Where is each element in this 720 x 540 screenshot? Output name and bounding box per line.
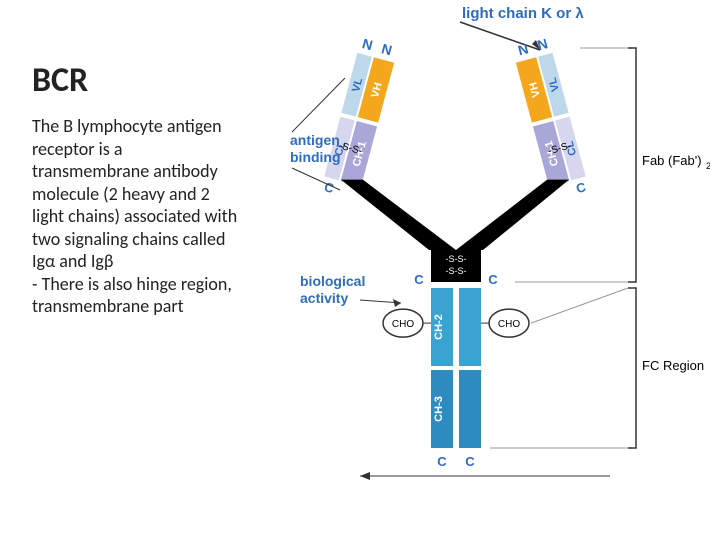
svg-text:CHO: CHO	[392, 319, 414, 330]
svg-text:binding: binding	[290, 149, 341, 165]
svg-text:C: C	[414, 272, 424, 287]
svg-text:CH-3: CH-3	[433, 396, 445, 422]
svg-text:CH-2: CH-2	[433, 314, 445, 340]
top-label: light chain K or λ	[462, 5, 584, 22]
ch2-bar	[459, 288, 481, 366]
label-fab: Fab (Fab')	[642, 153, 702, 168]
svg-text:C: C	[574, 179, 588, 196]
svg-text:CHO: CHO	[498, 319, 520, 330]
svg-text:-S-S-: -S-S-	[446, 254, 467, 264]
svg-text:N: N	[380, 40, 394, 58]
label-biological-activity: biological	[300, 273, 365, 289]
left-arm: VHCH-1VLCLNN-S-S-C	[320, 35, 399, 203]
svg-text:2: 2	[706, 161, 710, 171]
antibody-diagram: light chain K or λ VHCH-1VLCLNN-S-S-C VHCH…	[280, 0, 710, 540]
hinge-right	[456, 180, 569, 250]
svg-text:C: C	[488, 272, 498, 287]
right-arm: VHCH-1VLCLNN-S-S-C	[511, 35, 590, 203]
label-fc: FC Region	[642, 358, 704, 373]
label-antigen-binding: antigen	[290, 132, 340, 148]
page-title: BCR	[32, 60, 88, 101]
svg-text:N: N	[536, 35, 550, 53]
ch3-bar	[459, 370, 481, 448]
svg-text:N: N	[361, 35, 375, 53]
hinge-left	[341, 180, 456, 250]
svg-text:activity: activity	[300, 290, 348, 306]
svg-text:N: N	[516, 40, 530, 58]
svg-text:-S-S-: -S-S-	[446, 266, 467, 276]
svg-text:C: C	[465, 454, 475, 469]
body-paragraph: The B lymphocyte antigen receptor is a t…	[32, 115, 242, 318]
svg-text:C: C	[437, 454, 447, 469]
